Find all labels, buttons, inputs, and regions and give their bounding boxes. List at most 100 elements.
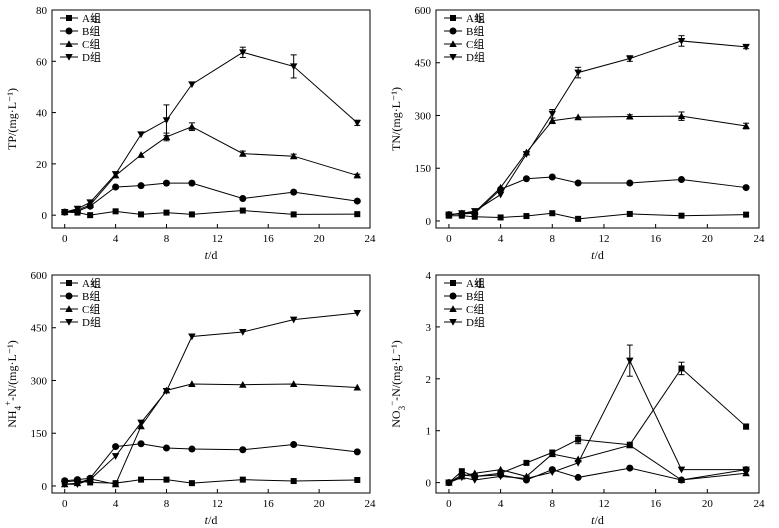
data-point — [496, 183, 505, 191]
data-point — [471, 477, 479, 484]
x-tick-label: 12 — [212, 233, 223, 245]
series-line — [448, 115, 747, 216]
series-line — [448, 367, 747, 483]
data-point — [162, 117, 171, 125]
data-point — [574, 473, 582, 481]
data-point — [496, 191, 505, 199]
y-tick-label: 60 — [36, 56, 48, 68]
series-triangle-up — [445, 441, 750, 486]
y-tick-label: 0 — [426, 478, 432, 490]
data-point — [497, 214, 504, 221]
data-point — [458, 210, 466, 217]
x-tick-label: 12 — [598, 498, 609, 510]
chart-panel-3: 0 4 8 12 16 20 24 0 150 300 450 600 t/d NH4+-N/(mg·L⁻… — [3, 270, 376, 527]
data-point — [111, 171, 120, 178]
y-tick-label: 4 — [426, 270, 432, 282]
y-tick-label: 1 — [426, 426, 432, 438]
data-point — [458, 468, 465, 475]
data-point — [188, 81, 196, 89]
series-line — [448, 40, 747, 216]
data-point — [137, 131, 145, 139]
data-point — [239, 195, 247, 203]
x-tick-label: 0 — [62, 233, 68, 245]
series-line — [64, 126, 358, 213]
legend-label: B组 — [82, 24, 100, 38]
data-point — [188, 480, 195, 487]
data-point — [137, 440, 145, 448]
series-line — [64, 312, 358, 485]
data-point — [60, 481, 69, 488]
x-tick-label: 20 — [314, 233, 326, 245]
y-tick-label: 300 — [31, 375, 48, 387]
data-point — [626, 179, 634, 187]
data-point — [354, 211, 361, 218]
data-point — [678, 365, 685, 372]
series-circle — [445, 464, 750, 487]
data-point — [574, 69, 582, 77]
legend-label: A组 — [466, 276, 485, 290]
legend-marker — [65, 27, 73, 35]
x-tick-label: 20 — [702, 233, 714, 245]
y-tick-label: 20 — [36, 159, 48, 171]
series-line — [64, 210, 358, 216]
data-point — [162, 444, 170, 452]
legend-label: C组 — [466, 302, 484, 316]
x-tick-label: 24 — [365, 498, 377, 510]
y-tick-label: 150 — [415, 163, 432, 175]
x-tick-label: 4 — [498, 498, 504, 510]
x-axis-label: t/d — [205, 513, 218, 527]
data-point — [137, 182, 145, 190]
data-point — [626, 112, 634, 120]
data-point — [162, 388, 171, 395]
x-tick-label: 20 — [702, 498, 714, 510]
x-tick-label: 4 — [498, 233, 504, 245]
series-line — [448, 467, 747, 484]
y-tick-label: 0 — [42, 481, 48, 493]
data-point — [574, 113, 582, 121]
data-point — [289, 316, 298, 324]
x-tick-label: 0 — [446, 498, 452, 510]
series-line — [64, 182, 358, 213]
y-axis-label: TN/(mg·L⁻¹) — [389, 87, 403, 151]
legend-marker — [450, 15, 456, 21]
data-point — [548, 173, 556, 181]
data-point — [239, 149, 247, 157]
data-point — [137, 419, 145, 427]
data-point — [188, 445, 196, 453]
data-point — [575, 436, 582, 443]
legend-label: D组 — [466, 315, 485, 329]
data-point — [742, 184, 750, 192]
data-point — [163, 476, 170, 483]
chart-panel-4: 0 4 8 12 16 20 2401234t/dNO3−-N/(mg·L⁻¹)d.A组B组… — [387, 270, 765, 527]
x-axis-label: t/d — [591, 248, 604, 262]
y-tick-label: 150 — [31, 428, 48, 440]
data-point — [112, 443, 120, 451]
data-point — [289, 152, 298, 160]
data-point — [574, 459, 582, 467]
panel-label: a. — [92, 11, 100, 25]
data-point — [188, 179, 196, 187]
legend-label: D组 — [82, 315, 101, 329]
data-point — [626, 55, 634, 63]
data-point — [163, 209, 170, 216]
series-line — [64, 51, 358, 213]
plot-frame — [435, 9, 760, 229]
legend-marker — [449, 27, 457, 35]
plot-frame — [435, 274, 760, 494]
data-point — [677, 476, 686, 484]
y-tick-label: 80 — [36, 5, 48, 17]
legend-marker — [450, 280, 456, 286]
data-point — [290, 188, 298, 196]
legend-marker — [65, 292, 73, 300]
data-point — [548, 450, 557, 458]
x-tick-label: 24 — [754, 498, 766, 510]
chart-panel-2: 0 4 8 12 16 20 24 0 150 300 450 600 t/d TN/(mg·L⁻¹) b.… — [389, 5, 765, 262]
legend-label: B组 — [466, 289, 484, 303]
panel-label: c. — [92, 276, 100, 290]
legend-marker — [449, 305, 457, 312]
x-tick-label: 12 — [598, 233, 609, 245]
data-point — [471, 213, 478, 220]
data-point — [522, 175, 530, 183]
